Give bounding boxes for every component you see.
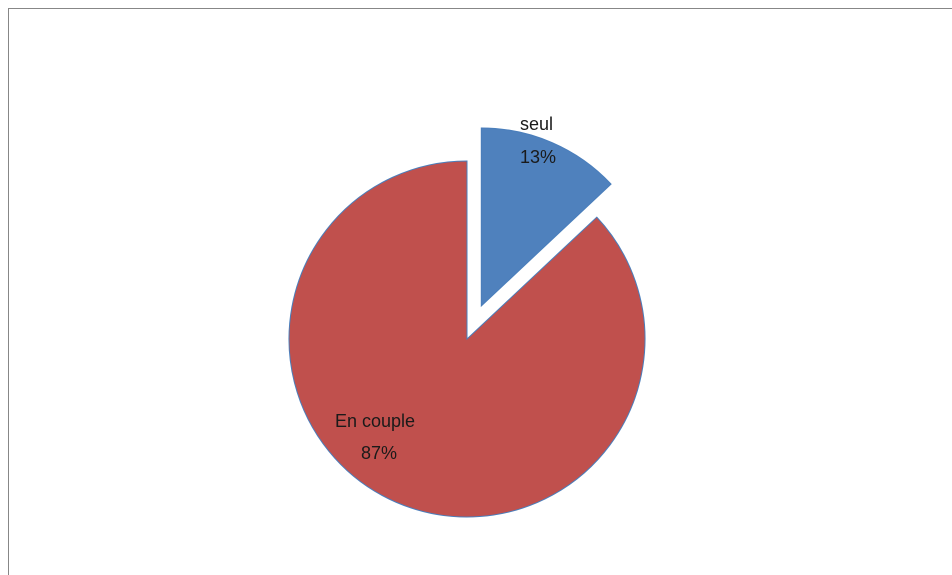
slice-percent-en-couple: 87%	[361, 443, 397, 463]
slice-name-seul: seul	[520, 114, 553, 134]
pie-slice-en-couple	[288, 160, 646, 518]
slice-label-seul: seul 13%	[520, 114, 558, 167]
slice-name-en-couple: En couple	[335, 411, 415, 431]
pie-slice-seul	[480, 127, 612, 308]
slice-label-en-couple: En couple 87%	[335, 411, 420, 463]
slice-percent-seul: 13%	[520, 147, 556, 167]
